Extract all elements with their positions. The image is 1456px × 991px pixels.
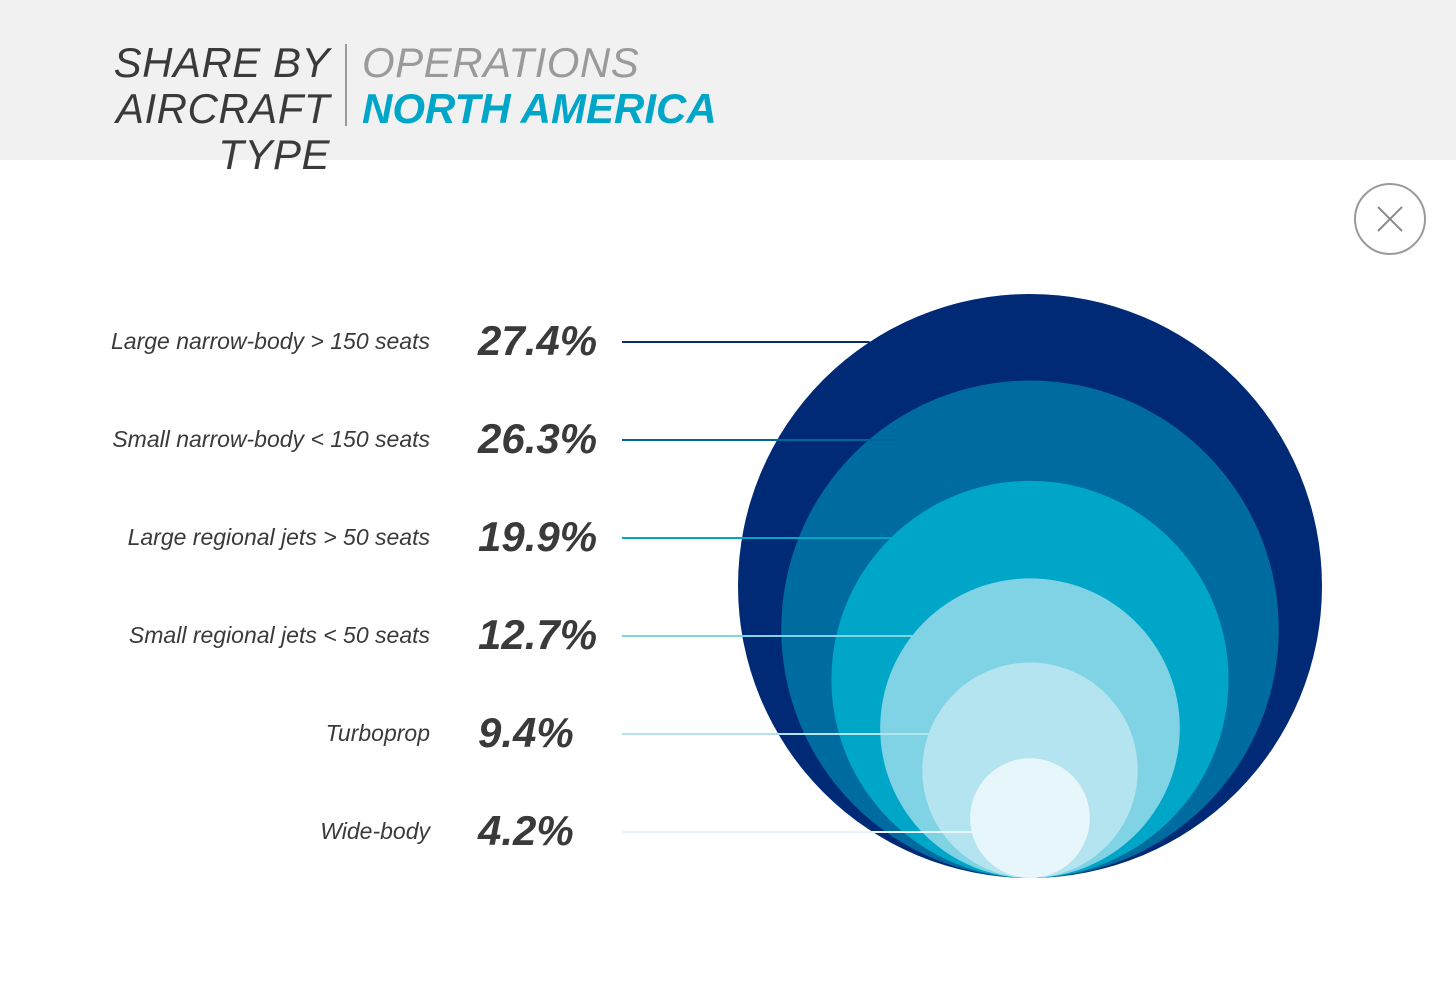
category-label: Turboprop (325, 720, 430, 746)
category-label: Small narrow-body < 150 seats (112, 426, 430, 452)
value-label: 19.9% (478, 513, 598, 560)
subtitle-operations: OPERATIONS (362, 39, 640, 86)
page-subtitle: OPERATIONS NORTH AMERICA (362, 40, 717, 132)
category-label: Small regional jets < 50 seats (128, 622, 430, 648)
category-label: Wide-body (320, 818, 430, 844)
category-label: Large regional jets > 50 seats (127, 524, 430, 550)
value-label: 26.3% (478, 415, 598, 462)
title-line-1: SHARE BY (113, 39, 330, 86)
category-label: Large narrow-body > 150 seats (110, 328, 430, 354)
value-label: 4.2% (478, 807, 574, 854)
close-button[interactable] (1354, 183, 1426, 255)
header-bar: SHARE BY AIRCRAFT TYPE OPERATIONS NORTH … (0, 0, 1456, 178)
close-icon (1377, 206, 1403, 232)
value-label: 27.4% (478, 317, 598, 364)
title-line-2: AIRCRAFT TYPE (116, 85, 330, 178)
bubble-6 (970, 758, 1090, 878)
title-divider (345, 44, 347, 126)
value-label: 12.7% (478, 611, 598, 658)
value-label: 9.4% (478, 709, 574, 756)
page-title: SHARE BY AIRCRAFT TYPE (0, 40, 330, 178)
subtitle-region: NORTH AMERICA (362, 85, 717, 132)
